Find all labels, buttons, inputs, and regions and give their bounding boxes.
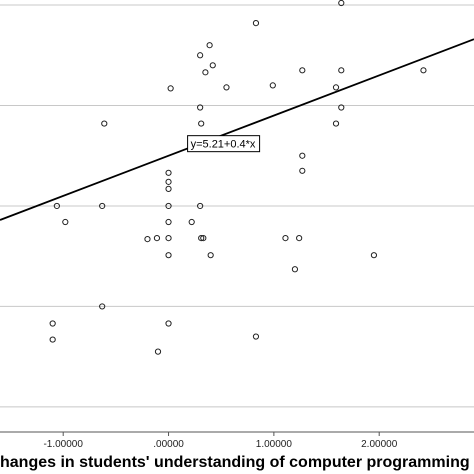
data-point bbox=[299, 152, 306, 159]
regression-line bbox=[0, 38, 474, 221]
data-point bbox=[101, 120, 108, 127]
data-point bbox=[53, 202, 60, 210]
x-tick-labels: -1.00000 .00000 1.00000 2.00000 bbox=[43, 432, 398, 450]
data-point bbox=[338, 0, 345, 7]
x-axis-title: hanges in students' understanding of com… bbox=[0, 454, 470, 471]
equation-box bbox=[187, 135, 261, 153]
data-point bbox=[165, 252, 172, 259]
x-tick-label: 2.00000 bbox=[361, 439, 398, 450]
data-point bbox=[165, 202, 172, 210]
data-point bbox=[282, 235, 289, 242]
data-point bbox=[223, 84, 230, 91]
regression-line-group: y=5.21+0.4*x bbox=[0, 38, 474, 221]
data-point bbox=[197, 104, 204, 111]
data-point bbox=[165, 235, 172, 242]
data-point bbox=[197, 202, 204, 210]
data-point bbox=[420, 67, 427, 74]
data-point bbox=[49, 320, 56, 327]
data-point bbox=[206, 42, 213, 49]
data-point bbox=[165, 178, 172, 185]
data-point bbox=[370, 252, 378, 259]
data-point bbox=[167, 85, 174, 92]
data-point bbox=[296, 235, 303, 242]
data-point bbox=[332, 120, 340, 127]
x-tick-label: .00000 bbox=[153, 439, 184, 450]
data-point bbox=[153, 235, 161, 242]
data-point bbox=[165, 218, 172, 226]
data-point bbox=[165, 320, 172, 327]
data-point bbox=[202, 69, 209, 76]
data-point bbox=[209, 62, 216, 69]
data-point bbox=[99, 303, 106, 310]
equation-label: y=5.21+0.4*x bbox=[191, 139, 256, 151]
data-points bbox=[49, 0, 427, 355]
data-point bbox=[188, 218, 195, 226]
x-tick-label: 1.00000 bbox=[256, 439, 293, 450]
data-point bbox=[165, 169, 172, 176]
data-point bbox=[165, 185, 172, 192]
data-point bbox=[269, 82, 276, 89]
data-point bbox=[198, 235, 205, 242]
x-tick-label: -1.00000 bbox=[43, 439, 83, 450]
data-point bbox=[338, 67, 345, 74]
data-point bbox=[198, 120, 205, 127]
data-point bbox=[207, 252, 214, 259]
data-point bbox=[338, 104, 345, 111]
data-point bbox=[332, 84, 340, 91]
data-point bbox=[252, 20, 260, 27]
data-point bbox=[291, 266, 299, 273]
data-point bbox=[154, 348, 162, 355]
data-point bbox=[252, 333, 260, 340]
data-point bbox=[197, 52, 204, 59]
grid-lines bbox=[0, 4, 474, 433]
data-point bbox=[299, 67, 306, 74]
data-point bbox=[62, 218, 69, 226]
data-point bbox=[49, 336, 56, 343]
data-point bbox=[144, 236, 151, 243]
data-point bbox=[299, 167, 306, 174]
data-point bbox=[200, 235, 207, 242]
data-point bbox=[99, 202, 106, 210]
